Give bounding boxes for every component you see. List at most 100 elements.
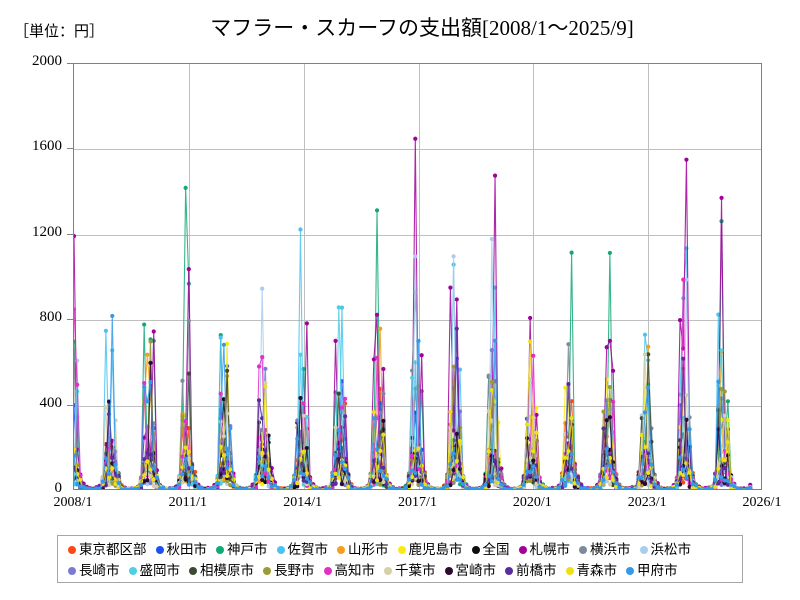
data-point: [729, 482, 734, 487]
data-point: [550, 487, 555, 489]
data-point: [693, 483, 699, 488]
data-point: [381, 366, 386, 372]
data-point: [467, 486, 472, 489]
data-point: [218, 335, 223, 340]
legend-item-宮崎市[interactable]: 宮崎市: [444, 564, 496, 577]
legend-marker-icon: [155, 545, 164, 554]
data-point: [209, 486, 214, 489]
data-point: [384, 476, 389, 481]
data-point: [260, 474, 265, 479]
data-point: [126, 487, 131, 489]
data-point: [604, 475, 609, 480]
data-point: [677, 471, 683, 476]
data-point: [371, 458, 376, 464]
data-point: [716, 481, 721, 486]
legend-item-全国[interactable]: 全国: [471, 543, 510, 556]
legend-item-札幌市[interactable]: 札幌市: [518, 543, 570, 556]
legend-item-盛岡市[interactable]: 盛岡市: [128, 564, 180, 577]
data-point: [292, 477, 297, 482]
legend-item-相模原市[interactable]: 相模原市: [189, 564, 254, 577]
data-point: [394, 487, 399, 489]
data-point: [196, 485, 201, 489]
data-point: [748, 486, 753, 489]
data-point: [486, 449, 491, 454]
data-point: [505, 487, 510, 489]
data-point: [87, 487, 93, 489]
legend-marker-icon: [68, 566, 76, 575]
data-point: [263, 471, 268, 476]
data-point: [276, 485, 281, 489]
data-point: [492, 173, 498, 178]
data-point: [569, 476, 574, 481]
data-point: [221, 470, 227, 475]
data-point: [343, 478, 348, 483]
data-point: [684, 277, 689, 282]
data-point: [681, 277, 686, 282]
data-point: [403, 485, 408, 489]
data-point: [719, 482, 724, 487]
data-point: [339, 305, 345, 310]
data-point: [346, 484, 351, 489]
data-point: [524, 436, 530, 441]
data-point: [684, 157, 689, 162]
legend-item-前橋市[interactable]: 前橋市: [505, 564, 557, 577]
data-point: [199, 486, 204, 489]
data-point: [151, 477, 156, 482]
legend-item-高知市[interactable]: 高知市: [323, 564, 375, 577]
legend-label: 浜松市: [650, 542, 692, 557]
legend-marker-icon: [639, 545, 648, 554]
legend-marker-icon: [397, 545, 406, 554]
data-point: [416, 446, 421, 451]
data-point: [103, 405, 108, 410]
data-point: [419, 353, 424, 358]
data-point: [563, 476, 568, 482]
data-point: [448, 409, 453, 414]
data-point: [311, 487, 316, 489]
legend-item-甲府市[interactable]: 甲府市: [626, 564, 678, 577]
legend-item-長崎市[interactable]: 長崎市: [68, 564, 120, 577]
data-point: [617, 485, 622, 489]
data-point: [579, 486, 584, 489]
legend-item-千葉市[interactable]: 千葉市: [384, 564, 436, 577]
data-point: [263, 464, 268, 469]
data-point: [690, 485, 695, 489]
legend-item-鹿児島市[interactable]: 鹿児島市: [397, 543, 463, 556]
data-point: [534, 463, 539, 468]
data-point: [371, 410, 376, 415]
data-point: [553, 487, 558, 489]
data-point: [470, 486, 475, 489]
legend-item-長野市[interactable]: 長野市: [263, 564, 315, 577]
data-point: [145, 478, 150, 483]
data-point: [145, 399, 150, 404]
data-point: [681, 473, 686, 478]
legend-item-横浜市[interactable]: 横浜市: [579, 543, 631, 556]
data-point: [116, 480, 121, 486]
legend-item-青森市[interactable]: 青森市: [565, 564, 617, 577]
data-point: [492, 483, 498, 488]
data-point: [142, 384, 147, 390]
data-point: [563, 385, 568, 390]
legend-marker-icon: [337, 545, 345, 554]
legend-item-秋田市[interactable]: 秋田市: [155, 543, 207, 556]
data-point: [225, 341, 230, 346]
data-point: [336, 428, 341, 433]
legend-marker-icon: [68, 545, 76, 554]
data-point: [572, 484, 577, 489]
data-point: [138, 482, 144, 487]
legend-item-山形市[interactable]: 山形市: [337, 543, 389, 556]
data-point: [145, 482, 150, 487]
legend-item-東京都区部[interactable]: 東京都区部: [68, 543, 147, 556]
data-point: [110, 348, 115, 353]
gridline-horizontal: [74, 149, 761, 151]
data-point: [103, 456, 108, 461]
legend-item-神戸市[interactable]: 神戸市: [216, 543, 268, 556]
y-tick-mark: [67, 148, 73, 150]
data-point: [218, 466, 223, 471]
data-point: [626, 487, 632, 489]
data-point: [263, 366, 268, 371]
data-point: [221, 434, 227, 439]
legend-label: 山形市: [348, 542, 389, 557]
legend-item-浜松市[interactable]: 浜松市: [639, 542, 692, 557]
data-point: [524, 479, 530, 484]
legend-item-佐賀市[interactable]: 佐賀市: [276, 543, 328, 556]
